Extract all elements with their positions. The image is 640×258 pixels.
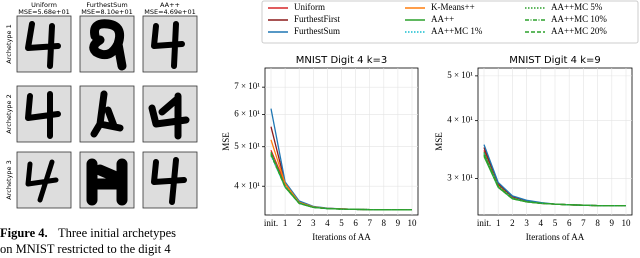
x-tick-label: 5 — [339, 218, 344, 228]
chart-title: MNIST Digit 4 k=9 — [509, 55, 600, 66]
x-tick-label: 10 — [622, 218, 632, 228]
y-axis-label: MSE — [221, 132, 231, 151]
row-label: Archetype 3 — [5, 160, 13, 199]
column-title: Uniform — [31, 1, 57, 9]
column-title: FurthestSum — [86, 1, 127, 9]
x-tick-label: init. — [477, 218, 491, 228]
x-tick-label: 3 — [524, 218, 529, 228]
legend-label: AA++MC 10% — [551, 14, 607, 24]
x-tick-label: 7 — [367, 218, 372, 228]
y-tick-label: 4 × 10¹ — [447, 115, 473, 125]
x-tick-label: 4 — [325, 218, 330, 228]
x-axis-label: Iterations of AA — [526, 232, 585, 242]
legend-label: AA++MC 20% — [551, 26, 607, 36]
x-tick-label: 9 — [396, 218, 401, 228]
x-tick-label: 5 — [553, 218, 558, 228]
row-label: Archetype 2 — [5, 94, 13, 133]
caption-label: Figure 4. — [0, 226, 48, 240]
digit-strokes — [25, 19, 190, 206]
row-label: Archetype 1 — [5, 24, 13, 63]
x-tick-label: 1 — [496, 218, 501, 228]
column-mse: MSE=4.69e+01 — [144, 8, 195, 16]
x-tick-label: 6 — [567, 218, 572, 228]
y-tick-label: 6 × 10¹ — [234, 109, 260, 119]
x-tick-label: 8 — [382, 218, 387, 228]
caption-line: Three initial archetypes — [58, 226, 176, 240]
column-mse: MSE=8.10e+01 — [81, 8, 132, 16]
column-mse: MSE=5.68e+01 — [18, 8, 69, 16]
chart-title: MNIST Digit 4 k=3 — [296, 55, 387, 66]
legend-label: K-Means++ — [431, 2, 475, 12]
legend-label: FurthestSum — [294, 26, 340, 36]
x-axis-label: Iterations of AA — [312, 232, 371, 242]
y-tick-label: 3 × 10¹ — [447, 172, 473, 182]
legend-label: Uniform — [294, 2, 325, 12]
series-line — [270, 154, 413, 211]
y-tick-label: 5 × 10¹ — [447, 70, 473, 80]
column-title: AA++ — [160, 1, 180, 9]
x-tick-label: 2 — [510, 218, 515, 228]
y-tick-label: 7 × 10¹ — [234, 81, 260, 91]
legend-label: AA++MC 5% — [551, 2, 603, 12]
x-tick-label: 8 — [595, 218, 600, 228]
legend-label: FurthestFirst — [294, 14, 341, 24]
x-tick-label: 9 — [610, 218, 615, 228]
y-axis-label: MSE — [434, 132, 444, 151]
y-tick-label: 4 × 10¹ — [234, 180, 260, 190]
y-tick-label: 5 × 10¹ — [234, 141, 260, 151]
x-tick-label: 6 — [353, 218, 358, 228]
x-tick-label: 4 — [539, 218, 544, 228]
x-tick-label: 3 — [311, 218, 316, 228]
x-tick-label: 1 — [283, 218, 288, 228]
x-tick-label: 10 — [408, 218, 418, 228]
series-line — [483, 151, 626, 207]
legend-label: AA++MC 1% — [431, 26, 483, 36]
x-tick-label: init. — [264, 218, 278, 228]
series-line — [483, 154, 626, 207]
x-tick-label: 2 — [297, 218, 302, 228]
legend-label: AA++ — [431, 14, 454, 24]
x-tick-label: 7 — [581, 218, 586, 228]
caption-line: on MNIST restricted to the digit 4 — [0, 242, 171, 256]
